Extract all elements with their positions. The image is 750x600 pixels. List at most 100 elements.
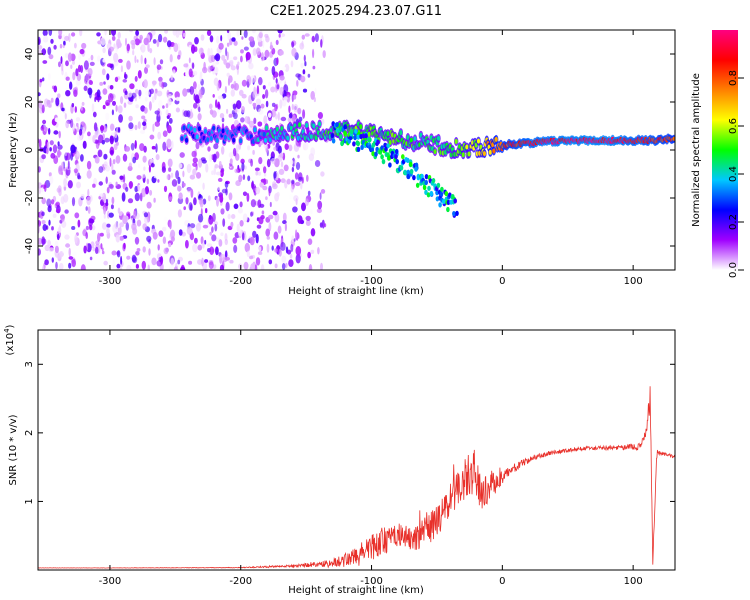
noise-dot [237,61,240,66]
noise-dot [271,47,276,55]
noise-dot [207,195,211,202]
noise-dot [144,57,147,65]
noise-dot [178,229,183,236]
noise-dot [83,60,89,70]
carrier-mark [436,135,441,141]
noise-dot [211,234,217,242]
noise-dot [320,262,323,270]
noise-dot [208,153,213,162]
noise-dot [320,189,326,194]
noise-dot [168,167,172,172]
noise-dot [52,213,57,218]
noise-dot [110,136,114,142]
noise-dot [125,222,129,231]
secondary-trace-mark [343,124,348,130]
noise-dot [109,123,115,131]
noise-dot [253,86,256,95]
noise-dot [270,157,276,164]
noise-dot [147,264,150,270]
noise-dot [185,239,189,249]
noise-dot [215,99,218,108]
noise-dot [96,89,101,98]
noise-dot [273,171,277,179]
noise-dot [170,172,174,178]
noise-dot [284,143,289,150]
noise-dot [275,39,279,46]
noise-dot [220,195,224,203]
noise-dot [55,97,60,107]
noise-dot [217,177,223,182]
noise-dot [209,109,214,115]
noise-dot [272,210,278,216]
noise-dot [163,247,169,255]
noise-dot [274,192,279,202]
noise-dot [64,152,67,157]
noise-dot [102,104,106,110]
noise-dot [230,89,235,97]
noise-dot [124,30,128,37]
noise-dot [112,259,116,270]
carrier-mark [223,134,227,140]
y-tick-label: -20 [24,190,35,206]
noise-dot [228,75,233,83]
noise-dot [208,261,214,270]
noise-dot [250,211,253,217]
noise-dot [172,30,177,36]
noise-dot [88,57,91,63]
noise-dot [87,188,90,198]
noise-dot [267,81,272,87]
noise-dot [183,63,189,68]
noise-dot [42,224,48,231]
noise-dot [220,208,225,215]
noise-dot [150,163,155,168]
noise-dot [286,249,292,255]
carrier-mark [185,137,189,143]
noise-dot [132,50,135,56]
noise-dot [107,85,111,90]
noise-dot [137,121,141,130]
carrier-mark [318,121,322,127]
colorbar-ticks: 0.0 0.2 0.4 0.6 0.8 [728,70,744,278]
secondary-trace-mark [360,144,364,150]
noise-dot [103,213,106,219]
noise-dot [106,223,111,228]
noise-dot [257,251,263,255]
noise-dot [281,263,286,270]
noise-dot [219,254,226,259]
noise-dot [255,171,259,176]
noise-dot [48,127,51,135]
noise-dot [75,79,81,86]
noise-dot [206,243,213,248]
noise-dot [230,65,236,71]
noise-dot [64,234,70,240]
noise-dot [41,104,45,114]
noise-dot [77,134,83,141]
noise-dot [226,30,230,34]
noise-dot [59,43,63,49]
noise-dot [56,233,60,241]
noise-dot [103,260,108,266]
noise-dot [239,220,244,227]
noise-dot [135,104,139,109]
noise-dot [219,113,225,119]
noise-dot [233,244,238,253]
noise-dot [295,162,301,170]
noise-dot [120,255,123,265]
noise-dot [206,30,212,36]
noise-dot [253,117,257,125]
noise-dot [124,71,127,79]
carrier-mark [359,124,363,130]
noise-dot [232,147,237,157]
noise-dot [103,207,106,215]
noise-dot [291,41,295,48]
noise-dot [135,30,140,36]
noise-dot [240,117,245,123]
noise-dot [252,230,257,238]
secondary-trace-mark [444,191,449,197]
noise-dot [134,236,140,245]
noise-dot [68,247,71,257]
carrier-mark [215,138,219,143]
noise-dot [228,113,233,118]
noise-dot [108,212,114,218]
noise-dot [198,106,201,113]
